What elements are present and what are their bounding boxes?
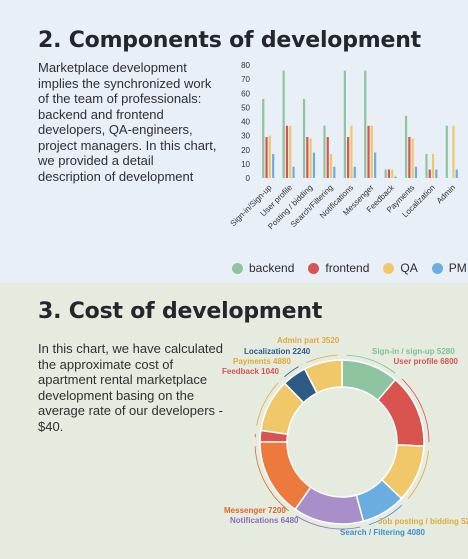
bar-backend-feedback (384, 169, 387, 178)
bar-frontend-localization (428, 169, 431, 178)
slice-label-sign-in-sign-up-5280: Sign-in / sign-up 5280 (372, 347, 455, 356)
y-tick-label: 60 (241, 89, 250, 98)
bar-backend-admin (445, 125, 448, 178)
slice-leader-search-filtering-4080 (368, 504, 403, 526)
bar-backend-user-profile (282, 70, 285, 178)
slice-messenger-7200 (259, 441, 312, 511)
slice-label-user-profile-6800: User profile 6800 (394, 357, 459, 366)
slice-leader-admin-part-3520 (306, 354, 338, 364)
slice-label-notifications-6480: Notifications 6480 (230, 516, 299, 525)
bar-qa-search-filtering (329, 153, 333, 178)
y-tick-label: 0 (246, 174, 251, 183)
legend-label: backend (249, 261, 295, 275)
bar-frontend-payments (408, 137, 411, 178)
bar-frontend-notifications (347, 137, 350, 178)
bar-pm-notifications (353, 166, 356, 178)
slice-admin-part-3520 (303, 359, 343, 395)
slice-label-admin-part-3520: Admin part 3520 (277, 336, 340, 345)
bar-pm-admin (455, 169, 458, 178)
bar-qa-sign-in-sign-up (268, 135, 271, 178)
components-section: 2. Components of development Marketplace… (0, 0, 468, 283)
bar-frontend-messenger (367, 125, 370, 178)
legend-label: QA (400, 261, 418, 275)
bar-frontend-user-profile (285, 125, 289, 178)
bar-backend-search-filtering (323, 125, 326, 178)
bar-qa-user-profile (289, 125, 292, 178)
bar-qa-posting-bidding (309, 138, 312, 178)
legend-item-frontend: frontend (308, 261, 369, 275)
slice-leader-notifications-6480 (295, 515, 361, 530)
legend-item-qa: QA (383, 261, 418, 275)
legend-label: frontend (325, 261, 370, 275)
legend-dot-icon (308, 262, 320, 274)
y-tick-label: 20 (241, 146, 250, 155)
y-tick-label: 70 (241, 75, 250, 84)
slice-label-search-filtering-4080: Search / Filtering 4080 (340, 528, 425, 537)
legend-dot-icon (383, 262, 395, 274)
slice-leader-payments-4880 (256, 382, 279, 426)
y-tick-label: 80 (241, 61, 250, 70)
bar-qa-feedback (391, 169, 394, 178)
y-tick-label: 50 (241, 103, 250, 112)
bar-backend-notifications (343, 70, 346, 178)
legend-item-backend: backend (232, 261, 294, 275)
legend-dot-icon (431, 262, 443, 274)
bar-pm-payments (414, 166, 418, 178)
bar-qa-admin (452, 125, 455, 178)
cost-title: 3. Cost of development (38, 299, 323, 324)
components-title: 2. Components of development (38, 28, 421, 53)
bar-frontend-posting-bidding (306, 137, 309, 178)
slice-leader-job-posting-bidding-5280 (407, 450, 429, 499)
legend-dot-icon (232, 262, 243, 274)
legend-item-pm: PM (431, 261, 467, 275)
components-paragraph: Marketplace development implies the sync… (38, 60, 217, 184)
bar-frontend-sign-in-sign-up (265, 137, 268, 178)
cost-section: 3. Cost of development In this chart, we… (0, 283, 468, 559)
slice-label-messenger-7200: Messenger 7200 (224, 506, 286, 515)
bar-frontend-feedback (387, 169, 391, 178)
bar-qa-messenger (370, 125, 373, 178)
bar-backend-posting-bidding (302, 98, 306, 178)
bar-pm-posting-bidding (312, 152, 316, 178)
bar-qa-localization (431, 153, 435, 178)
bar-pm-search-filtering (333, 166, 336, 178)
slice-label-feedback-1040: Feedback 1040 (222, 367, 279, 376)
chart-legend: backend frontend QA PM (232, 259, 467, 277)
slice-leader-sign-in-sign-up-5280 (346, 354, 396, 374)
bar-backend-messenger (364, 70, 367, 178)
bar-qa-notifications (350, 125, 353, 178)
slice-label-job-posting-bidding-5280: Job posting / bidding 5280 (378, 517, 468, 526)
slice-label-payments-4880: Payments 4880 (233, 357, 291, 366)
bar-pm-sign-in-sign-up (272, 153, 275, 178)
slice-leader-localization-2240 (284, 366, 299, 378)
legend-label: PM (448, 261, 467, 275)
bar-qa-payments (411, 138, 414, 178)
bar-backend-payments (404, 115, 408, 178)
bar-pm-user-profile (292, 166, 295, 178)
y-tick-label: 10 (241, 160, 250, 169)
bar-frontend-search-filtering (326, 137, 329, 178)
bar-backend-sign-in-sign-up (262, 98, 265, 178)
cost-paragraph: In this chart, we have calculated the ap… (38, 341, 223, 434)
slice-leader-user-profile-6800 (401, 378, 430, 443)
y-tick-label: 40 (241, 118, 250, 127)
bar-backend-localization (425, 153, 428, 178)
bar-pm-messenger (374, 152, 377, 178)
y-tick-label: 30 (241, 132, 250, 141)
slice-label-localization-2240: Localization 2240 (244, 347, 311, 356)
slice-leader-messenger-7200 (254, 446, 290, 512)
bar-pm-feedback (394, 176, 397, 178)
bar-pm-localization (435, 169, 438, 178)
